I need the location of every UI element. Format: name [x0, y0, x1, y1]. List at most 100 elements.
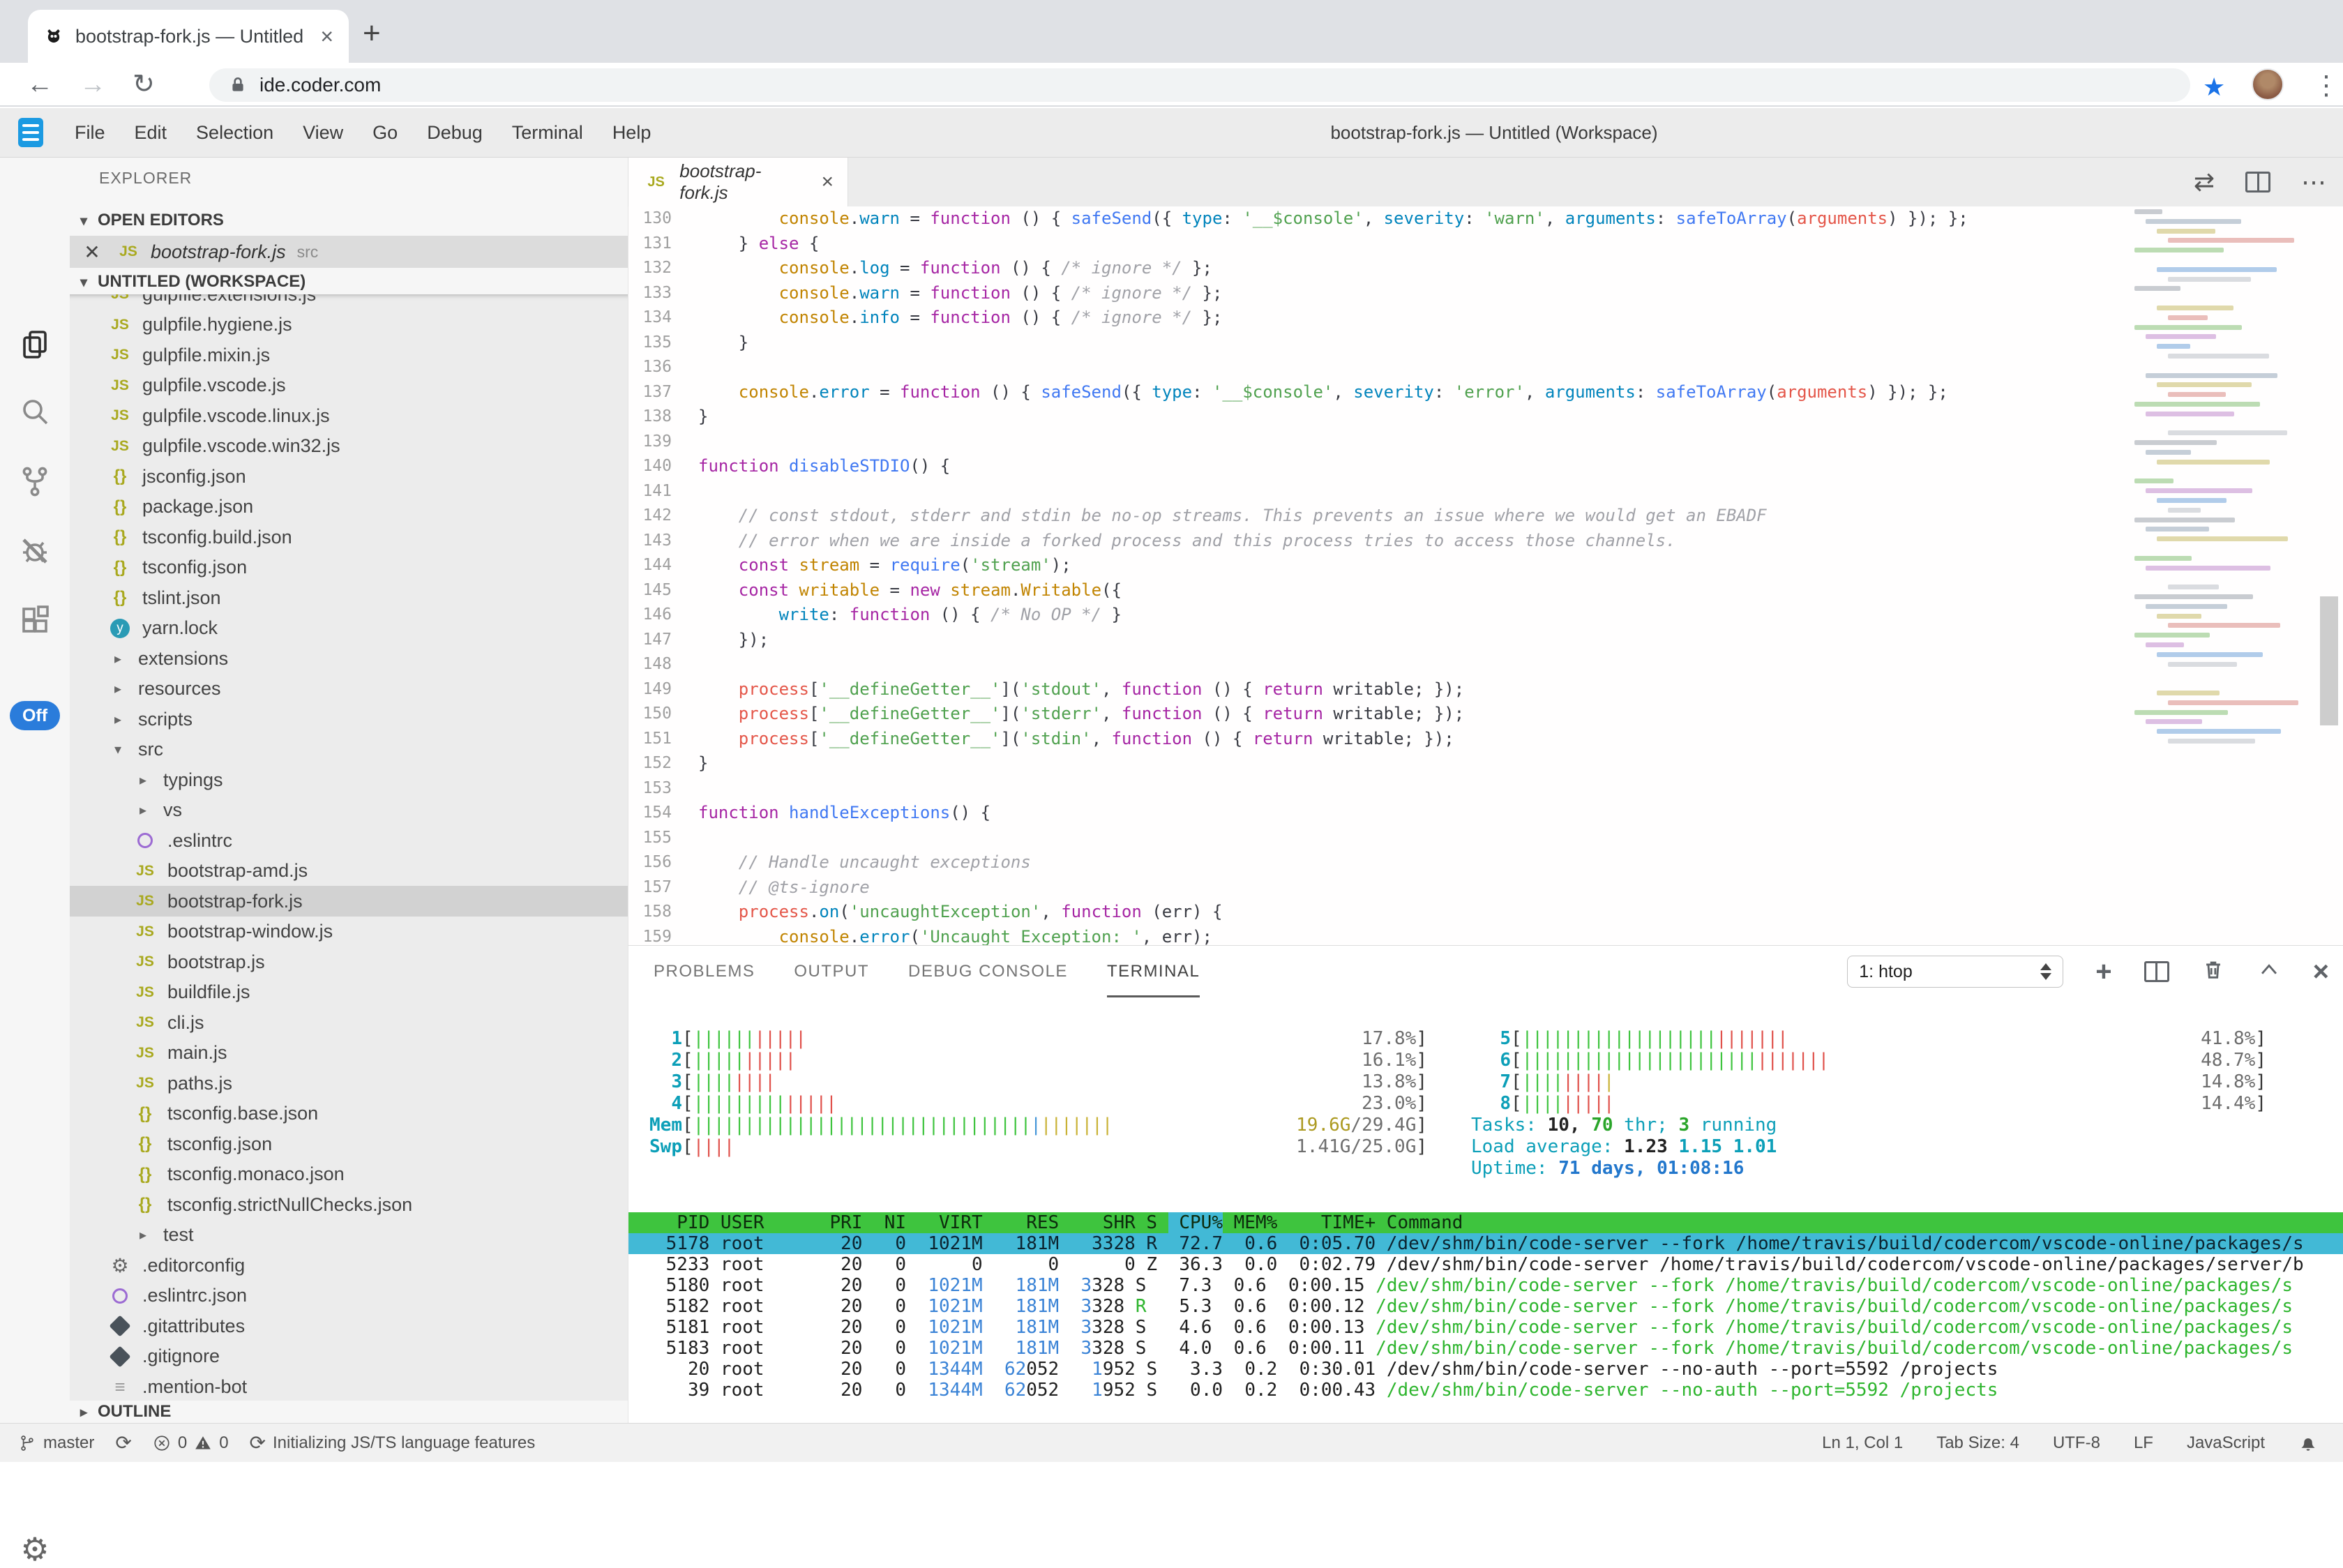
file-item-tsconfig.strictNullChecks.json[interactable]: {} tsconfig.strictNullChecks.json [70, 1189, 628, 1220]
file-item-.gitattributes[interactable]: .gitattributes [70, 1311, 628, 1341]
file-label: buildfile.js [167, 981, 250, 1002]
maximize-panel-icon[interactable] [2257, 958, 2281, 986]
close-panel-icon[interactable]: × [2312, 956, 2329, 987]
bookmark-star-icon[interactable]: ★ [2203, 73, 2226, 101]
url-bar[interactable]: ide.coder.com [209, 68, 2190, 102]
browser-tab[interactable]: bootstrap-fork.js — Untitled (V × [28, 10, 349, 63]
back-icon[interactable]: ← [27, 69, 53, 99]
git-branch-item[interactable]: master [18, 1433, 94, 1454]
file-item-bootstrap-window.js[interactable]: JS bootstrap-window.js [70, 917, 628, 947]
menu-help[interactable]: Help [612, 121, 651, 143]
open-changes-icon[interactable]: ⇄ [2193, 167, 2215, 196]
file-item-bootstrap-fork.js[interactable]: JS bootstrap-fork.js [70, 886, 628, 917]
file-item-tsconfig.monaco.json[interactable]: {} tsconfig.monaco.json [70, 1159, 628, 1190]
close-icon[interactable]: ✕ [84, 241, 100, 263]
file-item-buildfile.js[interactable]: JS buildfile.js [70, 977, 628, 1008]
browser-menu-icon[interactable]: ⋮ [2313, 71, 2340, 100]
language-status-item[interactable]: ⟳ Initializing JS/TS language features [249, 1431, 536, 1454]
source-control-icon[interactable] [0, 465, 70, 502]
open-editor-item[interactable]: ✕ JS bootstrap-fork.js src [70, 236, 628, 268]
avatar[interactable] [2252, 68, 2284, 100]
notifications-bell-icon[interactable] [2298, 1433, 2318, 1453]
file-item-gulpfile.extensions.js[interactable]: JS gulpfile.extensions.js [70, 294, 628, 310]
tab-close-icon[interactable]: × [320, 24, 333, 49]
file-tree[interactable]: JS gulpfile.extensions.js JS gulpfile.hygie… [70, 294, 628, 1401]
menu-view[interactable]: View [303, 121, 344, 143]
new-tab-button[interactable]: + [363, 16, 381, 50]
tab-size[interactable]: Tab Size: 4 [1936, 1433, 2019, 1452]
split-terminal-icon[interactable] [2144, 961, 2169, 982]
terminal[interactable]: 1[||||||||||| 17.8%] 2[|||||||||| 16.1%] 3[|… [628, 997, 2343, 1424]
panel-tab-terminal[interactable]: TERMINAL [1107, 946, 1200, 997]
eol[interactable]: LF [2133, 1433, 2153, 1452]
workspace-section[interactable]: ▾ UNTITLED (WORKSPACE) [70, 266, 628, 297]
file-item-.mention-bot[interactable]: ≡ .mention-bot [70, 1371, 628, 1401]
code-editor[interactable]: 130 console.warn = function () { safeSen… [628, 206, 2343, 945]
file-item-cli.js[interactable]: JS cli.js [70, 1007, 628, 1038]
folder-item-typings[interactable]: ▸ typings [70, 764, 628, 795]
encoding[interactable]: UTF-8 [2052, 1433, 2100, 1452]
file-item-.eslintrc.json[interactable]: .eslintrc.json [70, 1281, 628, 1311]
problems-item[interactable]: 0 0 [153, 1433, 229, 1453]
file-item-jsconfig.json[interactable]: {} jsconfig.json [70, 461, 628, 492]
folder-item-test[interactable]: ▸ test [70, 1220, 628, 1251]
menu-edit[interactable]: Edit [134, 121, 167, 143]
reload-icon[interactable]: ↻ [133, 69, 155, 99]
debug-disabled-icon[interactable] [0, 534, 70, 571]
settings-gear-icon[interactable]: ⚙ [20, 1531, 50, 1567]
file-item-gulpfile.vscode.linux.js[interactable]: JS gulpfile.vscode.linux.js [70, 400, 628, 431]
extensions-icon[interactable] [0, 604, 70, 641]
menu-debug[interactable]: Debug [427, 121, 483, 143]
file-item-.eslintrc[interactable]: .eslintrc [70, 825, 628, 856]
open-editors-section[interactable]: ▾ OPEN EDITORS [70, 205, 628, 236]
file-item-main.js[interactable]: JS main.js [70, 1038, 628, 1069]
language-mode[interactable]: JavaScript [2186, 1433, 2265, 1452]
minimap[interactable] [2134, 209, 2309, 753]
more-actions-icon[interactable]: ⋯ [2301, 167, 2326, 196]
sync-icon[interactable]: ⟳ [115, 1431, 132, 1454]
status-badge[interactable]: Off [10, 701, 60, 730]
file-item-gulpfile.mixin.js[interactable]: JS gulpfile.mixin.js [70, 340, 628, 370]
search-icon[interactable] [0, 395, 70, 432]
coder-logo-icon[interactable] [18, 118, 43, 147]
file-item-tsconfig.json[interactable]: {} tsconfig.json [70, 552, 628, 583]
file-item-tslint.json[interactable]: {} tslint.json [70, 582, 628, 613]
file-item-gulpfile.hygiene.js[interactable]: JS gulpfile.hygiene.js [70, 310, 628, 340]
file-item-.gitignore[interactable]: .gitignore [70, 1341, 628, 1372]
folder-item-scripts[interactable]: ▸ scripts [70, 704, 628, 734]
cursor-position[interactable]: Ln 1, Col 1 [1822, 1433, 1904, 1452]
folder-item-vs[interactable]: ▸ vs [70, 795, 628, 826]
file-item-.editorconfig[interactable]: ⚙ .editorconfig [70, 1250, 628, 1281]
kill-terminal-icon[interactable] [2201, 956, 2225, 988]
explorer-icon[interactable] [0, 328, 70, 365]
menu-selection[interactable]: Selection [196, 121, 274, 143]
terminal-select[interactable]: 1: htop [1847, 956, 2064, 988]
file-item-tsconfig.json[interactable]: {} tsconfig.json [70, 1129, 628, 1159]
menu-terminal[interactable]: Terminal [511, 121, 583, 143]
file-label: bootstrap-window.js [167, 921, 333, 942]
file-item-tsconfig.base.json[interactable]: {} tsconfig.base.json [70, 1099, 628, 1129]
file-item-tsconfig.build.json[interactable]: {} tsconfig.build.json [70, 522, 628, 552]
file-item-bootstrap.js[interactable]: JS bootstrap.js [70, 947, 628, 977]
file-item-yarn.lock[interactable]: y yarn.lock [70, 613, 628, 644]
panel-tab-output[interactable]: OUTPUT [794, 962, 870, 981]
tab-close-icon[interactable]: × [821, 170, 834, 193]
menu-go[interactable]: Go [372, 121, 398, 143]
folder-item-src[interactable]: ▾ src [70, 734, 628, 765]
file-item-gulpfile.vscode.win32.js[interactable]: JS gulpfile.vscode.win32.js [70, 431, 628, 462]
folder-item-resources[interactable]: ▸ resources [70, 674, 628, 704]
menu-file[interactable]: File [75, 121, 105, 143]
forward-icon[interactable]: → [80, 69, 106, 99]
panel-tab-problems[interactable]: PROBLEMS [654, 962, 755, 981]
editor-tab[interactable]: JS bootstrap-fork.js × [628, 158, 848, 206]
split-editor-icon[interactable] [2245, 172, 2270, 193]
file-item-paths.js[interactable]: JS paths.js [70, 1068, 628, 1099]
file-item-bootstrap-amd.js[interactable]: JS bootstrap-amd.js [70, 856, 628, 887]
folder-item-extensions[interactable]: ▸ extensions [70, 643, 628, 674]
editor-scrollbar[interactable] [2320, 596, 2338, 725]
file-item-package.json[interactable]: {} package.json [70, 492, 628, 522]
new-terminal-icon[interactable]: + [2095, 956, 2112, 987]
outline-section[interactable]: ▸ OUTLINE [70, 1401, 628, 1423]
panel-tab-debug-console[interactable]: DEBUG CONSOLE [908, 962, 1068, 981]
file-item-gulpfile.vscode.js[interactable]: JS gulpfile.vscode.js [70, 370, 628, 401]
